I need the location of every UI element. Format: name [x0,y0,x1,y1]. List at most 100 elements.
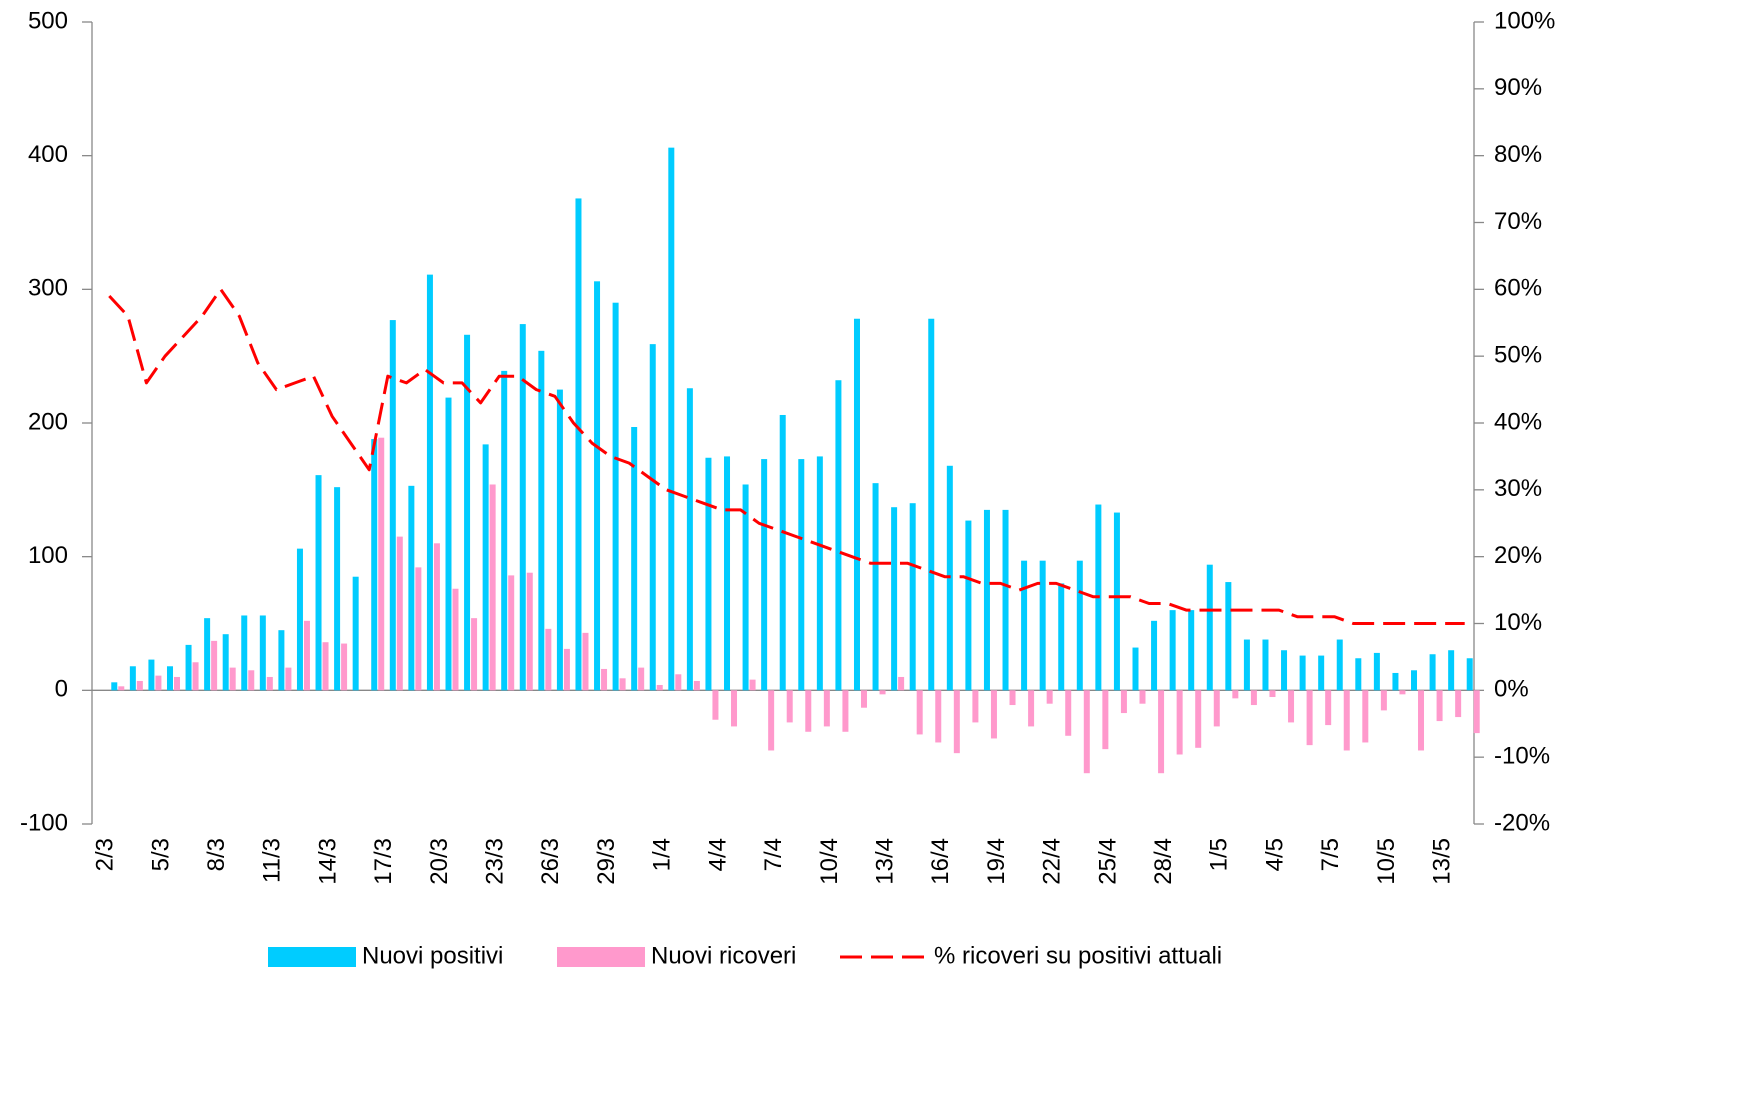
bar [452,588,459,691]
bar [823,690,830,727]
bar [649,344,656,691]
bar [909,503,916,691]
x-tick-label: 7/5 [1317,838,1344,871]
legend-swatch [557,947,645,967]
line [108,287,1465,625]
bar [656,684,663,691]
bar [1151,620,1158,691]
bar [464,334,471,691]
bar [545,628,552,691]
bar [842,690,849,732]
bar [724,456,731,691]
bar [742,484,749,691]
bar [1262,639,1269,691]
y2-tick-label: 40% [1494,408,1542,435]
bar [1120,690,1127,714]
x-tick-label: 2/3 [92,838,119,871]
bar [1039,560,1046,691]
y2-tick-label: 10% [1494,609,1542,636]
bar [1243,639,1250,691]
bar [1102,690,1109,750]
bar [1232,690,1239,699]
x-tick-label: 13/5 [1428,838,1455,885]
bar [211,640,218,691]
bar [805,690,812,732]
bar [1399,690,1406,695]
y2-tick-label: 30% [1494,475,1542,502]
legend-label: Nuovi positivi [362,942,503,969]
x-tick-label: 14/3 [314,838,341,885]
bar [1318,655,1325,691]
y2-tick-label: 60% [1494,275,1542,302]
bar [638,667,645,691]
bar [1021,560,1028,691]
bar [1429,654,1436,691]
bar [1083,690,1090,774]
x-tick-label: 8/3 [203,838,230,871]
bar [779,414,786,691]
bar [983,509,990,691]
bar [471,618,478,691]
bar [798,459,805,691]
legend-label: % ricoveri su positivi attuali [934,942,1222,969]
bar [990,690,997,739]
bar [1139,690,1146,704]
bar [1158,690,1165,774]
bar [266,676,273,691]
bar [879,690,886,695]
bar [1299,655,1306,691]
bar [675,674,682,691]
bar [1288,690,1295,723]
bar [519,324,526,691]
x-tick-label: 11/3 [259,838,286,883]
y2-tick-label: -20% [1494,809,1550,836]
bar [1076,560,1083,691]
y2-tick-label: -10% [1494,743,1550,770]
bar [1132,647,1139,691]
bar [166,666,173,691]
bar [872,483,879,691]
bar [222,634,229,691]
bar [482,444,489,691]
bar [668,147,675,691]
bar [686,388,693,691]
bar [192,662,199,691]
bar [1355,658,1362,691]
bar [556,389,563,691]
bar [1373,652,1380,691]
x-tick-label: 25/4 [1094,838,1121,885]
bar [1448,650,1455,691]
bar [1436,690,1443,722]
bar [1188,610,1195,691]
bar [853,318,860,691]
x-tick-label: 23/3 [482,838,509,885]
bar [1046,690,1053,704]
x-tick-label: 10/5 [1373,838,1400,885]
y-tick-label: 300 [28,275,68,302]
bar [563,648,570,691]
bar [1176,690,1183,755]
bar [1169,610,1176,691]
bar [445,397,452,691]
bar [816,456,823,691]
x-tick-label: 22/4 [1039,838,1066,885]
bar [129,666,136,691]
bar [835,380,842,691]
bar [712,690,719,720]
x-tick-label: 29/3 [593,838,620,885]
x-tick-label: 20/3 [426,838,453,885]
x-tick-label: 26/3 [537,838,564,885]
bar [1225,582,1232,691]
bar [538,350,545,691]
bar [396,536,403,691]
bar [705,457,712,691]
bar [898,676,905,691]
bar [204,618,211,691]
x-tick-label: 13/4 [871,838,898,885]
bar [768,690,775,751]
y-tick-label: 200 [28,408,68,435]
x-tick-label: 10/4 [816,838,843,885]
bar [1418,690,1425,751]
y2-tick-label: 0% [1494,676,1529,703]
